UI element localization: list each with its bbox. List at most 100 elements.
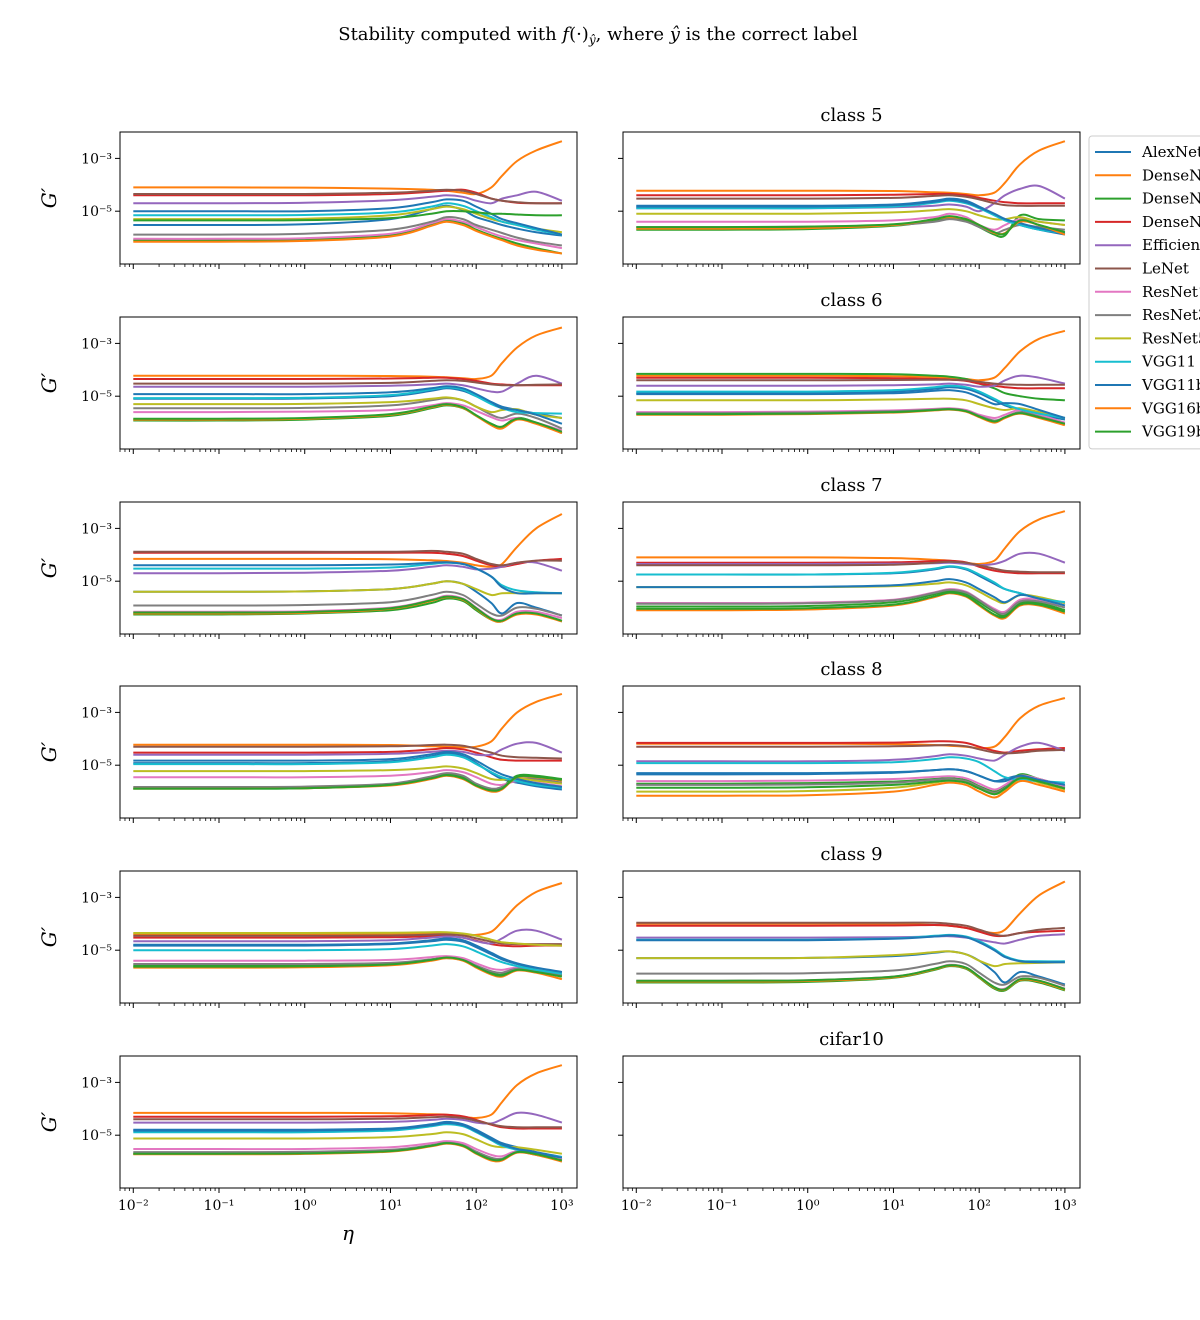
series-line-ResNet50 [636,950,1065,968]
series-line-ResNet34 [636,960,1066,987]
subplot-title: class 8 [820,659,882,680]
subplot-title: class 5 [820,105,882,126]
series-line-VGG19bn [636,215,1066,236]
x-tick-label: 10⁰ [293,1198,317,1214]
x-tick-label: 10¹ [882,1198,905,1214]
subplot-title: class 6 [820,290,882,311]
y-tick-label: 10⁻³ [81,336,112,352]
x-axis-label: η [342,1221,354,1245]
y-tick-label: 10⁻³ [81,890,112,906]
subplot-title: class 9 [820,844,882,865]
legend-label: VGG11 [1141,353,1196,371]
series-line-LeNet [133,743,562,760]
series-line-VGG11bn [133,1121,563,1159]
axes-frame [622,870,1081,1004]
series-line-VGG19bn [636,777,1066,796]
y-tick-label: 10⁻⁵ [81,758,112,774]
legend-label: DenseNet121 [1142,166,1200,184]
series-line-VGG11 [636,384,1066,419]
legend-label: DenseNet161 [1142,190,1200,208]
series-group [133,1064,563,1163]
series-line-VGG11bn [636,768,1066,786]
series-line-ResNet34 [133,590,563,617]
series-line-VGG11 [133,386,562,415]
legend-label: ResNet18 [1142,283,1200,301]
series-line-VGG11bn [133,561,562,595]
axes-frame [622,131,1081,265]
series-line-ResNet18 [133,955,562,974]
series-line-DenseNet121 [133,692,563,749]
axes-frame [119,685,578,819]
series-line-DenseNet121 [133,882,563,937]
legend: AlexNet DenseNet121 DenseNet161 DenseNet169… [1088,135,1200,450]
legend-label: VGG11bn [1141,376,1200,394]
subplot-11: cifar10 10⁻² 10⁻¹ 10⁰ 10¹ 10² 10³ [618,1029,1081,1214]
suptitle-part-sub: ŷ [588,33,596,47]
series-group [133,326,563,435]
axes-frame [622,1055,1081,1189]
legend-frame [1088,135,1200,450]
axes-frame [119,1055,578,1189]
series-line-VGG19bn [133,403,563,433]
series-line-LeNet [133,379,562,387]
series-line-DenseNet121 [133,513,563,568]
y-tick-label: 10⁻⁵ [81,943,112,959]
series-line-VGG19bn [636,591,1066,619]
series-line-VGG16bn [636,779,1066,799]
suptitle-part-3: , where [596,24,670,45]
series-line-VGG19bn [133,209,562,222]
axes-frame [119,870,578,1004]
legend-label: ResNet34 [1142,306,1200,324]
axes-frame [622,501,1081,635]
series-line-ResNet50 [636,208,1066,226]
y-tick-label: 10⁻⁵ [81,204,112,220]
series-line-ResNet50 [133,1131,563,1155]
series-group [636,697,1066,799]
series-line-ResNet18 [133,218,563,250]
subplot-2: 10⁻³ 10⁻⁵ G′ [37,316,578,454]
series-line-DenseNet161 [636,213,1065,238]
x-tick-label: 10⁻² [118,1198,149,1214]
series-line-VGG11bn [133,937,563,973]
y-axis-label: G′ [37,557,61,578]
subplot-grid: 10⁻³10⁻⁵G′class 510⁻³10⁻⁵G′class 610⁻³10… [37,105,1081,1214]
x-tick-label: 10³ [1053,1198,1076,1214]
legend-label: EfficientNet [1142,236,1200,254]
legend-label: LeNet [1142,260,1189,278]
suptitle-part-4: is the correct label [680,24,858,45]
series-line-VGG19bn [636,408,1066,425]
series-line-DenseNet169 [636,740,1065,754]
subplot-title: cifar10 [819,1029,884,1050]
x-tick-label: 10² [967,1198,990,1214]
legend-label: DenseNet169 [1142,213,1200,231]
series-line-LeNet [636,921,1065,937]
series-line-VGG19bn [133,595,563,623]
y-tick-label: 10⁻⁵ [81,389,112,405]
legend-label: AlexNet [1141,143,1200,161]
figure-title: Stability computed with f(·)ŷ, where ŷ i… [338,24,858,47]
series-group [133,140,563,255]
suptitle-part-yhat: ŷ [669,24,681,45]
series-line-LeNet [636,378,1065,386]
series-line-EfficientNet [133,374,563,394]
series-line-ResNet34 [636,775,1066,794]
subplot-10: 10⁻² 10⁻¹ 10⁰ 10¹ 10² 10³ 10⁻³ 10⁻⁵ G′ [37,1055,578,1214]
series-line-VGG11bn [636,389,1066,419]
series-line-VGG11bn [133,198,563,236]
series-line-LeNet [636,743,1065,755]
series-line-VGG16bn [133,220,563,255]
series-line-DenseNet161 [636,372,1065,402]
x-tick-label: 10⁰ [796,1198,820,1214]
series-line-EfficientNet [133,928,563,945]
y-axis-label: G′ [37,926,61,947]
series-group [133,692,563,793]
series-line-VGG11 [636,565,1066,604]
legend-label: ResNet50 [1142,329,1200,347]
series-group [636,510,1066,620]
subplot-4: 10⁻³ 10⁻⁵ G′ [37,501,578,639]
subplot-title: class 7 [820,475,882,496]
subplot-9: class 9 [618,844,1081,1008]
series-line-DenseNet169 [133,746,562,762]
series-line-LeNet [133,188,562,205]
series-line-DenseNet161 [636,590,1066,617]
